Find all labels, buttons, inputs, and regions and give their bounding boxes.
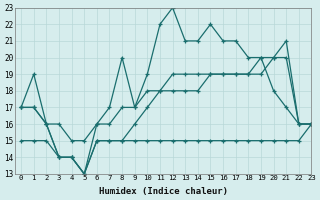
X-axis label: Humidex (Indice chaleur): Humidex (Indice chaleur) — [99, 187, 228, 196]
